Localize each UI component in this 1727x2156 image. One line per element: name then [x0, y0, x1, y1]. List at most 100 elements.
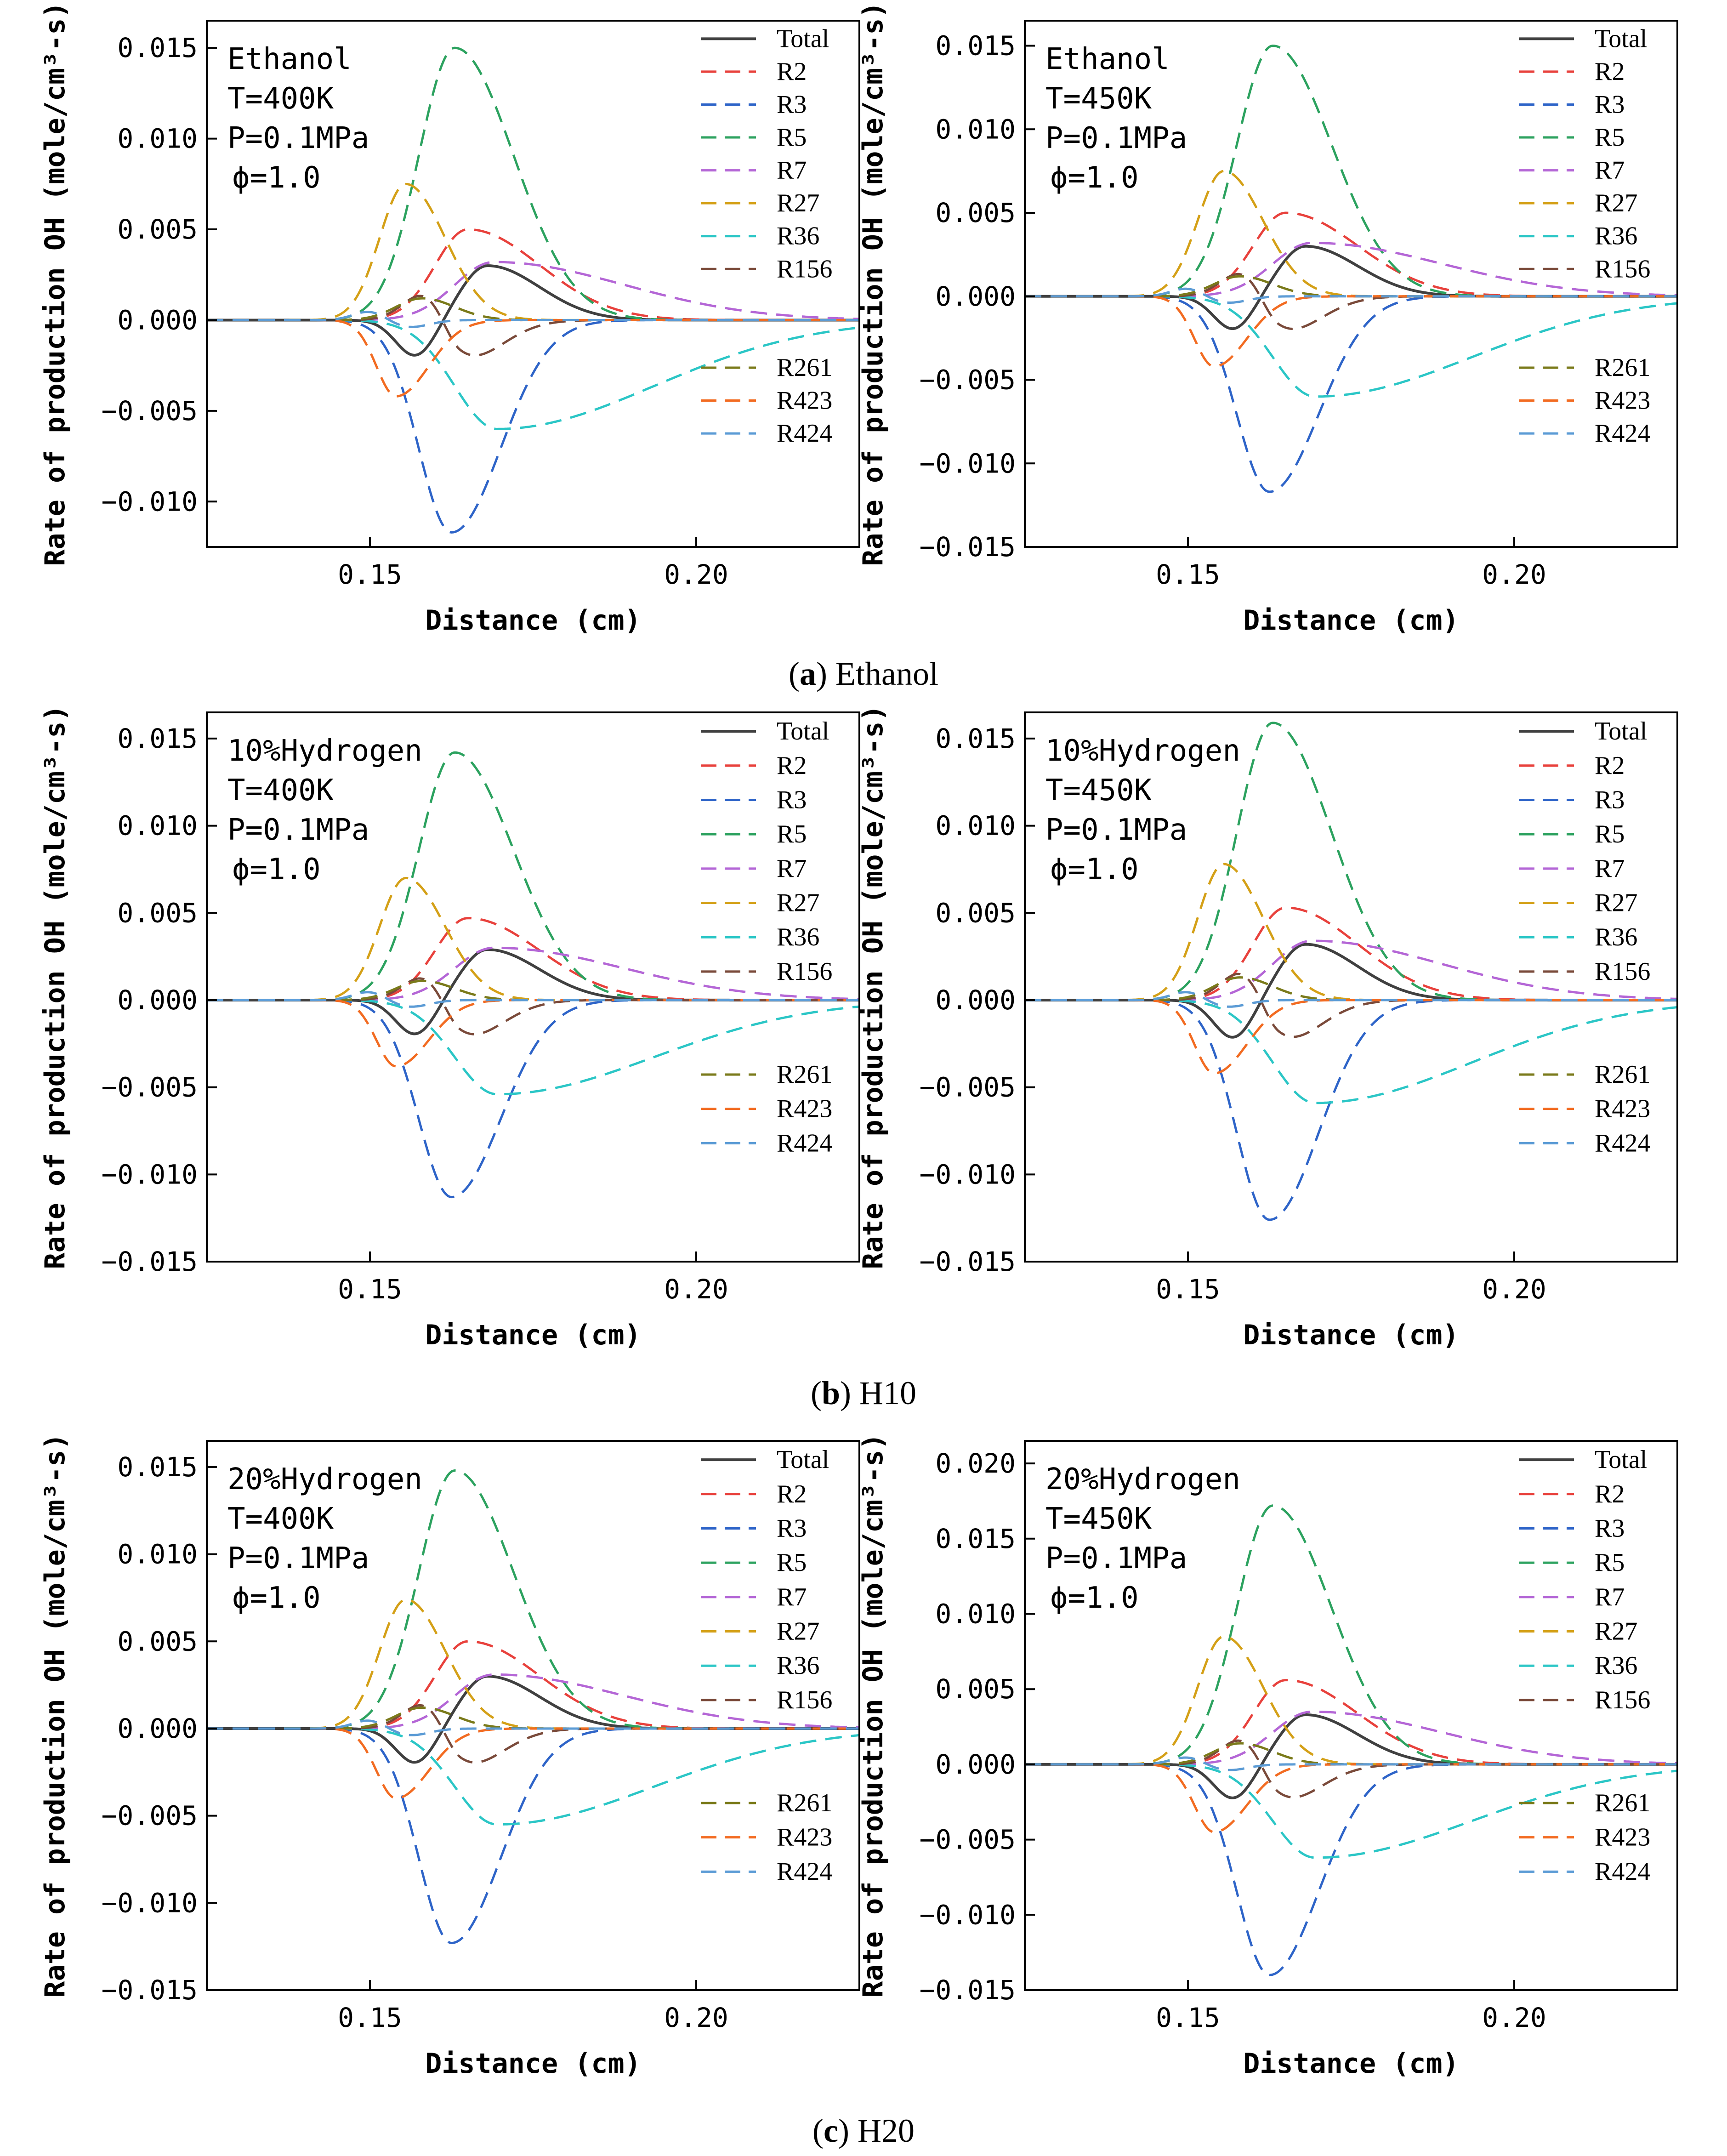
- legend-label-r27: R27: [1595, 189, 1637, 217]
- caption-c: (c) H20: [812, 2112, 915, 2149]
- x-axis-label: Distance (cm): [425, 2048, 641, 2080]
- y-tick-label: 0.010: [935, 114, 1016, 145]
- annotation-line: P=0.1MPa: [227, 121, 369, 155]
- annotation-line: ϕ=1.0: [1050, 161, 1139, 195]
- y-tick-label: 0.015: [935, 1523, 1016, 1554]
- legend-label-r7: R7: [777, 854, 807, 883]
- x-axis-label: Distance (cm): [1243, 1319, 1459, 1351]
- legend-label-r424: R424: [1595, 1129, 1650, 1157]
- y-axis-label: Rate of production OH (mole/cm³-s): [39, 1433, 71, 1997]
- annotation-line: T=400K: [227, 774, 334, 808]
- legend-label-r36: R36: [1595, 222, 1637, 250]
- caption-a-text: Ethanol: [827, 655, 938, 692]
- legend-label-r36: R36: [777, 222, 819, 250]
- x-axis-label: Distance (cm): [1243, 2048, 1459, 2080]
- legend-label-r27: R27: [777, 1617, 819, 1646]
- legend-label-r423: R423: [777, 1823, 832, 1852]
- legend-label-r423: R423: [1595, 387, 1650, 415]
- y-axis-label: Rate of production OH (mole/cm³-s): [39, 705, 71, 1269]
- x-tick-label: 0.15: [338, 1274, 402, 1305]
- y-tick-label: 0.020: [935, 1448, 1016, 1479]
- legend-label-r5: R5: [777, 820, 807, 848]
- legend-label-r5: R5: [1595, 123, 1625, 152]
- x-axis-label: Distance (cm): [1243, 604, 1459, 637]
- y-tick-label: −0.010: [919, 1159, 1016, 1190]
- x-tick-label: 0.20: [1482, 2002, 1546, 2033]
- y-tick-label: −0.015: [101, 1974, 198, 2006]
- annotation-line: T=400K: [227, 82, 334, 116]
- legend-label-r7: R7: [777, 1583, 807, 1611]
- series-r424: [207, 311, 859, 328]
- y-tick-label: −0.005: [101, 1072, 198, 1103]
- y-tick-label: 0.010: [117, 123, 198, 154]
- y-tick-label: −0.010: [101, 1887, 198, 1918]
- legend-label-r261: R261: [1595, 1060, 1650, 1089]
- legend-label-total: Total: [1595, 24, 1647, 53]
- annotation-line: P=0.1MPa: [1045, 121, 1187, 155]
- y-tick-label: −0.005: [919, 1824, 1016, 1855]
- y-tick-label: −0.005: [919, 1072, 1016, 1103]
- x-tick-label: 0.20: [664, 2002, 728, 2033]
- annotation-line: ϕ=1.0: [232, 853, 321, 887]
- annotation-line: Ethanol: [1045, 42, 1170, 76]
- y-tick-label: −0.010: [919, 1899, 1016, 1930]
- legend-label-r424: R424: [1595, 419, 1650, 448]
- legend-label-r27: R27: [777, 889, 819, 917]
- caption-c-label: c: [824, 2112, 838, 2149]
- y-axis-label: Rate of production OH (mole/cm³-s): [857, 1, 889, 566]
- legend-label-r36: R36: [777, 923, 819, 951]
- legend-label-r261: R261: [1595, 353, 1650, 382]
- plot-frame: [1024, 20, 1678, 548]
- legend-label-total: Total: [777, 24, 829, 53]
- legend-label-r156: R156: [1595, 255, 1650, 283]
- legend-label-r2: R2: [1595, 57, 1625, 86]
- legend-label-r423: R423: [1595, 1823, 1650, 1852]
- legend-label-total: Total: [777, 717, 829, 745]
- legend-label-r3: R3: [777, 90, 807, 119]
- annotation-line: T=450K: [1045, 774, 1152, 808]
- annotation-line: ϕ=1.0: [1050, 853, 1139, 887]
- plot-frame: [1024, 1440, 1678, 1991]
- legend-label-r5: R5: [777, 123, 807, 152]
- plot-frame: [206, 711, 860, 1263]
- legend-label-r3: R3: [1595, 1514, 1625, 1542]
- legend-label-r2: R2: [1595, 1480, 1625, 1508]
- x-tick-label: 0.20: [664, 1274, 728, 1305]
- x-axis-label: Distance (cm): [425, 1319, 641, 1351]
- legend-label-r36: R36: [777, 1651, 819, 1680]
- legend-label-r424: R424: [777, 419, 832, 448]
- y-tick-label: 0.000: [117, 1713, 198, 1744]
- y-tick-label: 0.005: [935, 897, 1016, 928]
- chart-panels: −0.010 −0.005 0.000 0.005 0.010 0.015 0.15 0.20…: [39, 1, 1678, 2080]
- legend-label-r424: R424: [777, 1857, 832, 1886]
- legend-label-r2: R2: [777, 751, 807, 780]
- y-tick-label: 0.005: [935, 197, 1016, 228]
- legend-label-r424: R424: [777, 1129, 832, 1157]
- legend-label-r36: R36: [1595, 923, 1637, 951]
- legend-label-r2: R2: [777, 57, 807, 86]
- legend-label-r2: R2: [777, 1480, 807, 1508]
- y-tick-label: 0.000: [117, 304, 198, 336]
- legend-label-r3: R3: [1595, 90, 1625, 119]
- series-r424: [1025, 1756, 1677, 1771]
- annotation-line: T=450K: [1045, 82, 1152, 116]
- caption-b-label: b: [822, 1375, 840, 1411]
- legend-label-r261: R261: [777, 1789, 832, 1817]
- y-tick-label: 0.000: [117, 984, 198, 1016]
- legend-label-r156: R156: [1595, 1686, 1650, 1714]
- annotation-line: T=450K: [1045, 1502, 1152, 1536]
- legend-label-r156: R156: [777, 255, 832, 283]
- caption-c-text: H20: [849, 2112, 915, 2149]
- y-tick-label: 0.010: [935, 1599, 1016, 1630]
- legend-label-total: Total: [777, 1445, 829, 1474]
- annotation-line: ϕ=1.0: [232, 1581, 321, 1615]
- y-tick-label: 0.000: [935, 281, 1016, 312]
- y-tick-label: −0.015: [919, 1974, 1016, 2006]
- legend-label-r423: R423: [1595, 1095, 1650, 1123]
- series-r424: [207, 1719, 859, 1736]
- annotation-line: P=0.1MPa: [1045, 1542, 1187, 1576]
- y-tick-label: −0.005: [101, 395, 198, 427]
- y-axis-label: Rate of production OH (mole/cm³-s): [39, 1, 71, 566]
- y-tick-label: 0.015: [117, 723, 198, 754]
